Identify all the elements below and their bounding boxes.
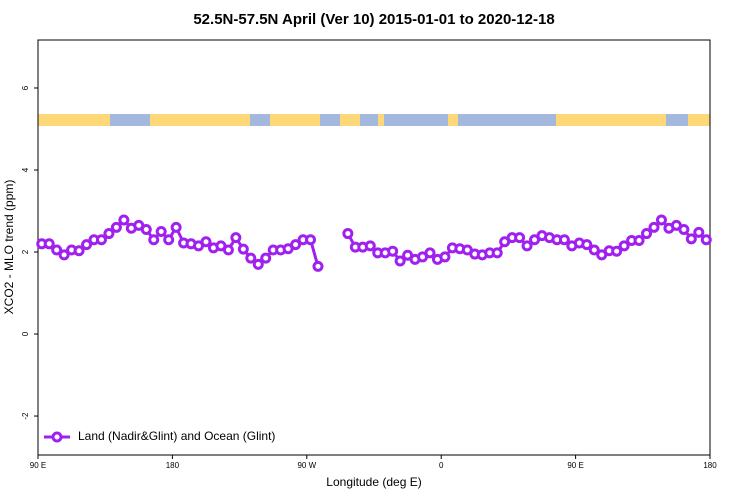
y-tick-label: -2 xyxy=(21,412,30,420)
data-point xyxy=(58,249,70,261)
data-point xyxy=(558,234,570,246)
data-point xyxy=(439,251,451,263)
data-point xyxy=(693,226,705,238)
y-tick-label: 6 xyxy=(21,85,30,90)
data-point xyxy=(618,240,630,252)
x-tick-label: 180 xyxy=(166,461,180,470)
data-point xyxy=(103,228,115,240)
y-tick-label: 4 xyxy=(21,167,30,172)
data-point xyxy=(118,214,130,226)
data-point xyxy=(633,235,645,247)
data-point xyxy=(491,247,503,259)
x-tick-label: 0 xyxy=(439,461,444,470)
data-point xyxy=(245,252,257,264)
y-tick-label: 2 xyxy=(21,249,30,254)
data-point xyxy=(700,234,712,246)
data-point xyxy=(200,236,212,248)
data-point xyxy=(95,234,107,246)
data-point xyxy=(588,244,600,256)
data-point xyxy=(81,239,93,251)
data-point xyxy=(148,234,160,246)
data-point xyxy=(655,214,667,226)
data-point xyxy=(312,260,324,272)
data-point xyxy=(521,240,533,252)
data-point xyxy=(222,244,234,256)
x-tick-label: 90 E xyxy=(567,461,583,470)
x-tick-label: 90 W xyxy=(297,461,316,470)
data-point xyxy=(364,240,376,252)
data-point xyxy=(260,252,272,264)
data-point xyxy=(685,233,697,245)
data-point xyxy=(641,228,653,240)
x-axis-label: Longitude (deg E) xyxy=(326,475,421,489)
data-point xyxy=(387,245,399,257)
chart-title: 52.5N-57.5N April (Ver 10) 2015-01-01 to… xyxy=(193,11,554,28)
data-point xyxy=(155,226,167,238)
data-point xyxy=(230,232,242,244)
data-point xyxy=(51,244,63,256)
data-point xyxy=(305,234,317,246)
data-point xyxy=(110,221,122,233)
data-point xyxy=(252,258,264,270)
data-point xyxy=(290,239,302,251)
data-point xyxy=(170,221,182,233)
y-axis-label: XCO2 - MLO trend (ppm) xyxy=(2,180,16,315)
y-tick-label: 0 xyxy=(21,331,30,336)
legend-marker xyxy=(51,431,63,443)
data-point xyxy=(43,238,55,250)
x-tick-label: 180 xyxy=(703,461,717,470)
data-point xyxy=(73,245,85,257)
data-point xyxy=(237,243,249,255)
data-point xyxy=(611,245,623,257)
data-point xyxy=(581,239,593,251)
x-tick-label: 90 E xyxy=(30,461,46,470)
data-point xyxy=(163,234,175,246)
data-point xyxy=(140,223,152,235)
data-point xyxy=(514,232,526,244)
data-point xyxy=(648,221,660,233)
data-point xyxy=(424,247,436,259)
map-strip xyxy=(38,114,710,126)
data-point xyxy=(342,228,354,240)
data-point xyxy=(678,223,690,235)
legend-label: Land (Nadir&Glint) and Ocean (Glint) xyxy=(78,429,275,443)
data-point xyxy=(394,255,406,267)
